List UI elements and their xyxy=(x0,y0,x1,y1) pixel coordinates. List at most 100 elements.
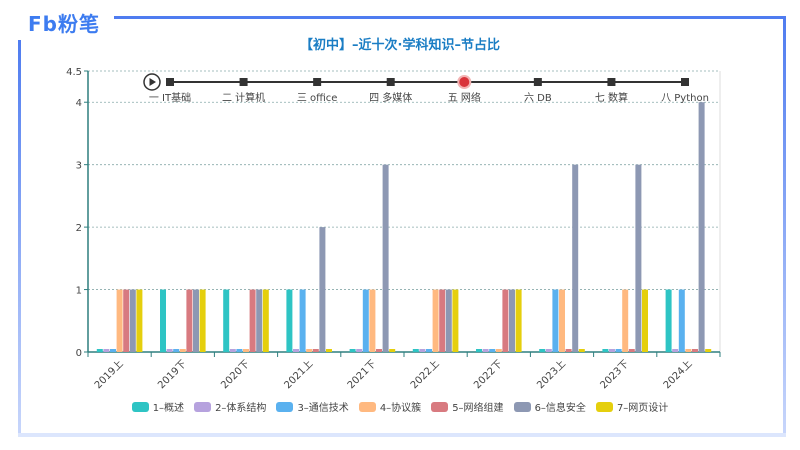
bar-2[interactable] xyxy=(356,349,363,352)
timeline-point[interactable] xyxy=(607,78,616,86)
bar-4[interactable] xyxy=(495,349,502,352)
bar-7[interactable] xyxy=(389,349,396,352)
bar-7[interactable] xyxy=(262,289,269,352)
bar-4[interactable] xyxy=(432,289,439,352)
bar-2[interactable] xyxy=(419,349,426,352)
bar-3[interactable] xyxy=(552,289,559,352)
bar-1[interactable] xyxy=(96,349,103,352)
bar-4[interactable] xyxy=(116,289,123,352)
bar-7[interactable] xyxy=(136,289,143,352)
bar-5[interactable] xyxy=(565,349,572,352)
bar-3[interactable] xyxy=(678,289,685,352)
timeline-point[interactable] xyxy=(386,78,395,86)
legend-item[interactable]: 7–网页设计 xyxy=(595,399,668,414)
timeline-point[interactable] xyxy=(239,78,248,86)
timeline-point[interactable] xyxy=(533,78,542,86)
bar-2[interactable] xyxy=(293,349,299,352)
bar-1[interactable] xyxy=(223,289,230,352)
bar-7[interactable] xyxy=(515,289,522,352)
bar-4[interactable] xyxy=(243,349,249,352)
bar-6[interactable] xyxy=(445,289,452,352)
legend-item[interactable]: 4–协议簇 xyxy=(358,399,421,414)
legend-item[interactable]: 5–网络组建 xyxy=(431,399,504,414)
bar-1[interactable] xyxy=(412,349,419,352)
timeline-label[interactable]: 二 计算机 xyxy=(222,91,265,104)
bar-4[interactable] xyxy=(685,349,692,352)
timeline-label[interactable]: 八 Python xyxy=(661,93,709,104)
bar-2[interactable] xyxy=(545,349,552,352)
bar-5[interactable] xyxy=(186,289,193,352)
bar-2[interactable] xyxy=(229,349,236,352)
bar-3[interactable] xyxy=(299,289,306,352)
legend-item[interactable]: 2–体系结构 xyxy=(194,399,266,414)
timeline-label[interactable]: 一 IT基础 xyxy=(149,91,191,104)
legend-swatch xyxy=(194,401,212,412)
timeline-label[interactable]: 三 office xyxy=(297,93,338,104)
bar-4[interactable] xyxy=(179,349,186,352)
bar-5[interactable] xyxy=(123,289,130,352)
bar-6[interactable] xyxy=(572,164,579,352)
timeline-point[interactable] xyxy=(681,78,689,86)
bar-6[interactable] xyxy=(698,102,705,352)
x-tick-label: 2021上 xyxy=(282,358,316,392)
bar-7[interactable] xyxy=(642,289,648,352)
timeline-point[interactable] xyxy=(166,78,174,86)
bar-5[interactable] xyxy=(439,289,446,352)
timeline-current-point[interactable] xyxy=(459,77,470,87)
bar-7[interactable] xyxy=(326,349,332,352)
bar-6[interactable] xyxy=(256,289,263,352)
bar-5[interactable] xyxy=(249,289,256,352)
legend-item[interactable]: 1–概述 xyxy=(131,399,184,414)
bar-6[interactable] xyxy=(129,289,136,352)
legend-item[interactable]: 3–通信技术 xyxy=(276,399,349,414)
bar-1[interactable] xyxy=(160,289,166,352)
frame-border-top xyxy=(114,16,786,19)
bar-1[interactable] xyxy=(286,289,293,352)
bar-5[interactable] xyxy=(376,349,382,352)
bar-6[interactable] xyxy=(193,289,199,352)
timeline-label[interactable]: 四 多媒体 xyxy=(369,91,412,104)
bar-7[interactable] xyxy=(578,349,585,352)
bar-5[interactable] xyxy=(692,349,698,352)
bar-6[interactable] xyxy=(319,227,326,352)
timeline-point[interactable] xyxy=(313,78,322,86)
timeline-label[interactable]: 五 网络 xyxy=(448,91,481,104)
bar-2[interactable] xyxy=(166,349,173,352)
x-tick-label: 2020下 xyxy=(219,358,252,391)
bar-3[interactable] xyxy=(110,349,116,352)
bar-3[interactable] xyxy=(489,349,496,352)
x-tick-label: 2022下 xyxy=(472,358,505,391)
bar-3[interactable] xyxy=(426,349,432,352)
bar-2[interactable] xyxy=(609,349,615,352)
bar-2[interactable] xyxy=(482,349,489,352)
bar-4[interactable] xyxy=(369,289,376,352)
bar-7[interactable] xyxy=(199,289,206,352)
x-tick-label: 2019下 xyxy=(156,358,189,391)
bar-3[interactable] xyxy=(362,289,369,352)
bar-4[interactable] xyxy=(559,289,565,352)
bar-1[interactable] xyxy=(665,289,672,352)
legend-item[interactable]: 6–信息安全 xyxy=(513,399,586,414)
bar-1[interactable] xyxy=(602,349,609,352)
bar-3[interactable] xyxy=(173,349,180,352)
bar-6[interactable] xyxy=(635,164,642,352)
bar-1[interactable] xyxy=(476,349,482,352)
bar-1[interactable] xyxy=(349,349,356,352)
bar-3[interactable] xyxy=(236,349,243,352)
bar-4[interactable] xyxy=(622,289,629,352)
bar-7[interactable] xyxy=(705,349,712,352)
bar-4[interactable] xyxy=(306,349,313,352)
bar-5[interactable] xyxy=(312,349,319,352)
timeline-label[interactable]: 六 DB xyxy=(524,92,552,104)
bar-5[interactable] xyxy=(502,289,509,352)
play-icon-glyph xyxy=(149,78,156,86)
bar-6[interactable] xyxy=(509,289,515,352)
bar-1[interactable] xyxy=(539,349,546,352)
bar-7[interactable] xyxy=(452,289,459,352)
timeline-label[interactable]: 七 数算 xyxy=(595,91,628,104)
bar-2[interactable] xyxy=(103,349,110,352)
bar-6[interactable] xyxy=(382,164,389,352)
bar-3[interactable] xyxy=(615,349,622,352)
bar-5[interactable] xyxy=(628,349,635,352)
bar-2[interactable] xyxy=(672,349,679,352)
